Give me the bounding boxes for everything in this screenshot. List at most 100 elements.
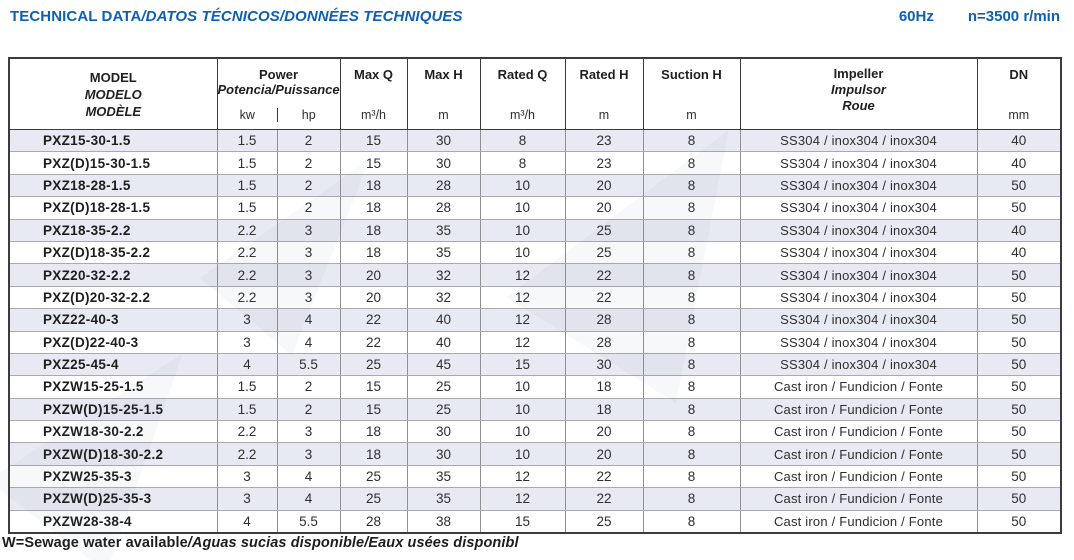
cell-model: PXZW(D)15-25-1.5 [8, 397, 218, 422]
cell-model: PXZ20-32-2.2 [8, 263, 218, 287]
table-row: PXZW(D)15-25-1.5 1.5 2 15 25 10 18 8 Cast iron /… [8, 397, 1062, 422]
cell-model: PXZ(D)20-32-2.2 [8, 285, 218, 310]
cell-model: PXZW25-35-3 [8, 464, 218, 489]
cell-max-h: 30 [406, 151, 481, 175]
cell-kw: 3 [216, 487, 278, 511]
cell-max-h: 45 [406, 352, 481, 377]
page-title-translations: /DATOS TÉCNICOS/DONNÉES TECHNIQUES [141, 8, 463, 25]
header-model: MODEL MODELO MODÈLE [8, 57, 218, 130]
unit-max-q: m³/h [361, 108, 386, 122]
cell-dn: 50 [976, 173, 1062, 198]
table-row: PXZW(D)25-35-3 3 4 25 35 12 22 8 Cast iron / Fun… [8, 487, 1062, 511]
header-rated-h: Rated H m [564, 57, 644, 130]
cell-dn: 50 [976, 420, 1062, 444]
cell-impeller: Cast iron / Fundicion / Fonte [739, 420, 978, 444]
cell-rated-h: 18 [564, 397, 644, 422]
unit-dn: mm [1008, 108, 1030, 122]
cell-rated-h: 20 [564, 173, 644, 198]
cell-max-q: 18 [339, 442, 408, 466]
cell-max-h: 30 [406, 420, 481, 444]
header-rated-q: Rated Q m³/h [479, 57, 566, 130]
cell-rated-q: 15 [479, 509, 566, 534]
cell-suction-h: 8 [642, 464, 741, 489]
cell-suction-h: 8 [642, 240, 741, 265]
cell-suction-h: 8 [642, 196, 741, 220]
cell-rated-q: 10 [479, 375, 566, 399]
cell-rated-q: 10 [479, 397, 566, 422]
cell-dn: 50 [976, 285, 1062, 310]
cell-max-q: 18 [339, 420, 408, 444]
cell-kw: 3 [216, 330, 278, 354]
header-impeller: Impeller Impulsor Roue [739, 57, 978, 130]
cell-rated-h: 23 [564, 151, 644, 175]
unit-kw: kw [239, 108, 255, 122]
cell-max-h: 30 [406, 128, 481, 153]
header-power-en: Power [258, 67, 298, 82]
cell-impeller: SS304 / inox304 / inox304 [739, 352, 978, 377]
cell-kw: 2.2 [216, 420, 278, 444]
cell-hp: 2 [276, 196, 341, 220]
cell-kw: 1.5 [216, 128, 278, 153]
cell-max-h: 25 [406, 397, 481, 422]
cell-hp: 4 [276, 464, 341, 489]
cell-impeller: SS304 / inox304 / inox304 [739, 263, 978, 287]
cell-suction-h: 8 [642, 263, 741, 287]
cell-model: PXZ15-30-1.5 [8, 128, 218, 153]
header-max-h-label: Max H [424, 67, 463, 82]
cell-kw: 2.2 [216, 263, 278, 287]
header-impeller-en: Impeller [833, 66, 884, 81]
cell-suction-h: 8 [642, 285, 741, 310]
cell-dn: 40 [976, 151, 1062, 175]
cell-impeller: SS304 / inox304 / inox304 [739, 128, 978, 153]
page-title: TECHNICAL DATA/DATOS TÉCNICOS/DONNÉES TE… [10, 8, 463, 25]
cell-hp: 2 [276, 375, 341, 399]
cell-max-q: 25 [339, 487, 408, 511]
table-row: PXZ18-35-2.2 2.2 3 18 35 10 25 8 SS304 / inox304… [8, 218, 1062, 242]
cell-rated-h: 25 [564, 218, 644, 242]
cell-max-h: 38 [406, 509, 481, 534]
table-row: PXZW15-25-1.5 1.5 2 15 25 10 18 8 Cast iron / Fu… [8, 375, 1062, 399]
header-model-en: MODEL [89, 69, 137, 85]
cell-dn: 40 [976, 218, 1062, 242]
cell-rated-q: 15 [479, 352, 566, 377]
cell-max-h: 35 [406, 218, 481, 242]
table-row: PXZW28-38-4 4 5.5 28 38 15 25 8 Cast iron / Fund… [8, 509, 1062, 534]
header-power-i18n: Potencia/Puissance [217, 82, 340, 97]
cell-suction-h: 8 [642, 375, 741, 399]
table-row: PXZ22-40-3 3 4 22 40 12 28 8 SS304 / inox304 / i… [8, 308, 1062, 332]
cell-max-q: 18 [339, 240, 408, 265]
table-row: PXZW25-35-3 3 4 25 35 12 22 8 Cast iron / Fundic… [8, 464, 1062, 489]
cell-rated-q: 10 [479, 196, 566, 220]
cell-model: PXZW18-30-2.2 [8, 420, 218, 444]
cell-hp: 4 [276, 330, 341, 354]
cell-rated-q: 8 [479, 128, 566, 153]
cell-hp: 3 [276, 218, 341, 242]
cell-model: PXZ(D)15-30-1.5 [8, 151, 218, 175]
cell-suction-h: 8 [642, 173, 741, 198]
cell-rated-h: 23 [564, 128, 644, 153]
unit-rated-q: m³/h [510, 108, 535, 122]
header-model-fr: MODÈLE [85, 103, 142, 119]
cell-kw: 3 [216, 308, 278, 332]
cell-model: PXZ18-35-2.2 [8, 218, 218, 242]
operating-conditions: 60Hz n=3500 r/min [899, 8, 1064, 25]
footnote-main: W=Sewage water available [2, 535, 188, 551]
unit-suction-h: m [686, 108, 697, 122]
cell-rated-q: 12 [479, 285, 566, 310]
cell-max-h: 35 [406, 487, 481, 511]
cell-rated-h: 22 [564, 285, 644, 310]
cell-suction-h: 8 [642, 151, 741, 175]
table-row: PXZ(D)18-28-1.5 1.5 2 18 28 10 20 8 SS304 / inox… [8, 196, 1062, 220]
cell-hp: 3 [276, 442, 341, 466]
cell-hp: 3 [276, 420, 341, 444]
unit-max-h: m [438, 108, 449, 122]
cell-rated-h: 22 [564, 487, 644, 511]
cell-suction-h: 8 [642, 352, 741, 377]
cell-rated-q: 12 [479, 263, 566, 287]
cell-rated-q: 8 [479, 151, 566, 175]
cell-hp: 3 [276, 263, 341, 287]
cell-kw: 2.2 [216, 442, 278, 466]
table-row: PXZ25-45-4 4 5.5 25 45 15 30 8 SS304 / inox304 /… [8, 352, 1062, 377]
cell-dn: 50 [976, 442, 1062, 466]
